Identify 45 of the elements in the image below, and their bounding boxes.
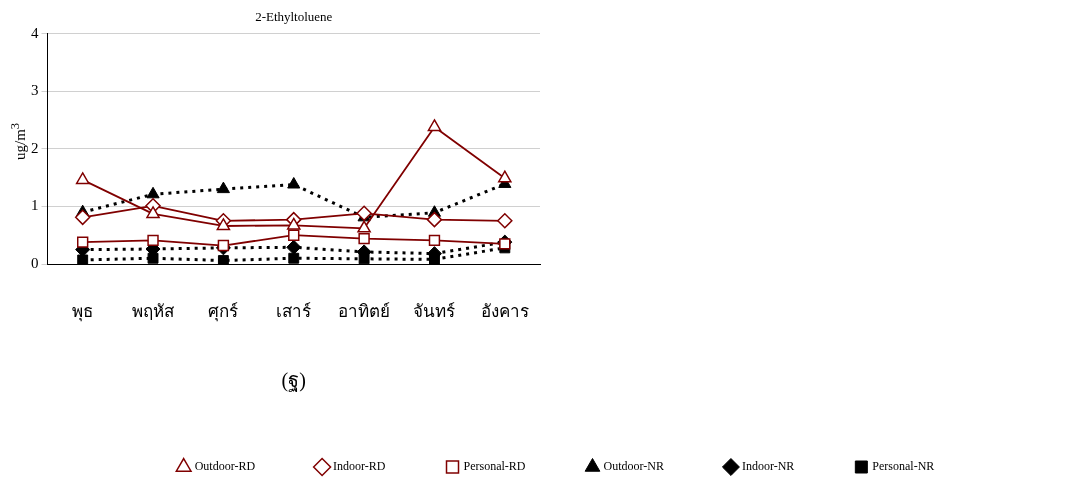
point bbox=[216, 218, 231, 231]
point bbox=[358, 232, 370, 245]
x-tick-label: อาทิตย์ bbox=[338, 301, 391, 321]
x-tick-label: เสาร์ bbox=[276, 301, 312, 321]
legend-label: Personal-NR bbox=[872, 459, 935, 474]
point bbox=[147, 234, 159, 247]
legend-label: Personal-RD bbox=[463, 459, 526, 474]
text: (ฐ) bbox=[281, 369, 306, 393]
legend-label: Outdoor-RD bbox=[194, 459, 256, 474]
point bbox=[357, 220, 371, 233]
point bbox=[288, 252, 300, 264]
x-tick-label: อังคาร bbox=[480, 301, 529, 321]
point bbox=[286, 239, 302, 255]
x-tick-label: พฤหัส bbox=[132, 301, 176, 321]
x-tick-label: จันทร์ bbox=[413, 301, 456, 321]
point bbox=[77, 254, 89, 264]
y-tick-label: 0 bbox=[31, 254, 39, 271]
point bbox=[356, 205, 372, 222]
point bbox=[497, 213, 513, 229]
point bbox=[217, 255, 229, 264]
y-tick-label: 1 bbox=[31, 197, 39, 214]
point bbox=[216, 181, 230, 194]
point bbox=[146, 186, 160, 199]
point bbox=[426, 211, 443, 228]
y-tick-label: 2 bbox=[31, 139, 39, 156]
point bbox=[74, 209, 91, 226]
y-tick-label: 3 bbox=[31, 82, 39, 99]
legend-label: Indoor-NR bbox=[741, 459, 795, 474]
x-tick-label: พุธ bbox=[72, 301, 94, 322]
point bbox=[498, 170, 512, 183]
point bbox=[427, 119, 442, 132]
chart-title: 2-Ethyltoluene bbox=[255, 9, 333, 25]
point bbox=[287, 177, 301, 189]
y-tick-label: 4 bbox=[31, 24, 39, 41]
point bbox=[75, 172, 90, 185]
x-tick-label: ศุกร์ bbox=[208, 301, 239, 322]
point bbox=[288, 229, 300, 241]
point bbox=[428, 234, 441, 247]
point bbox=[499, 238, 511, 250]
point bbox=[146, 206, 160, 219]
legend-label: Indoor-RD bbox=[333, 459, 386, 474]
point bbox=[286, 217, 301, 230]
point bbox=[217, 239, 230, 252]
point bbox=[76, 236, 89, 248]
legend-label: Outdoor-NR bbox=[603, 459, 664, 474]
